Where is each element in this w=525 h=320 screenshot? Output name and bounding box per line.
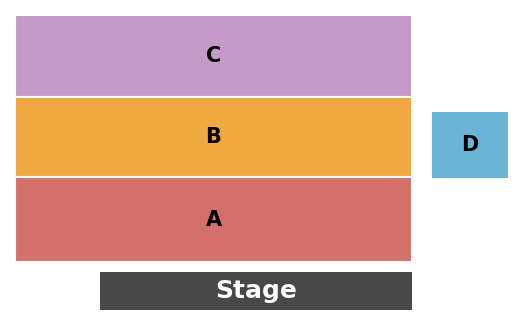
Text: C: C (206, 46, 221, 66)
Bar (432, 112, 508, 178)
Text: A: A (205, 210, 222, 229)
Bar (15, 15, 412, 97)
Bar (15, 177, 412, 262)
Bar (15, 97, 412, 177)
Bar (100, 272, 412, 310)
Text: Stage: Stage (215, 279, 297, 303)
Text: D: D (461, 135, 479, 155)
Text: B: B (206, 127, 222, 147)
